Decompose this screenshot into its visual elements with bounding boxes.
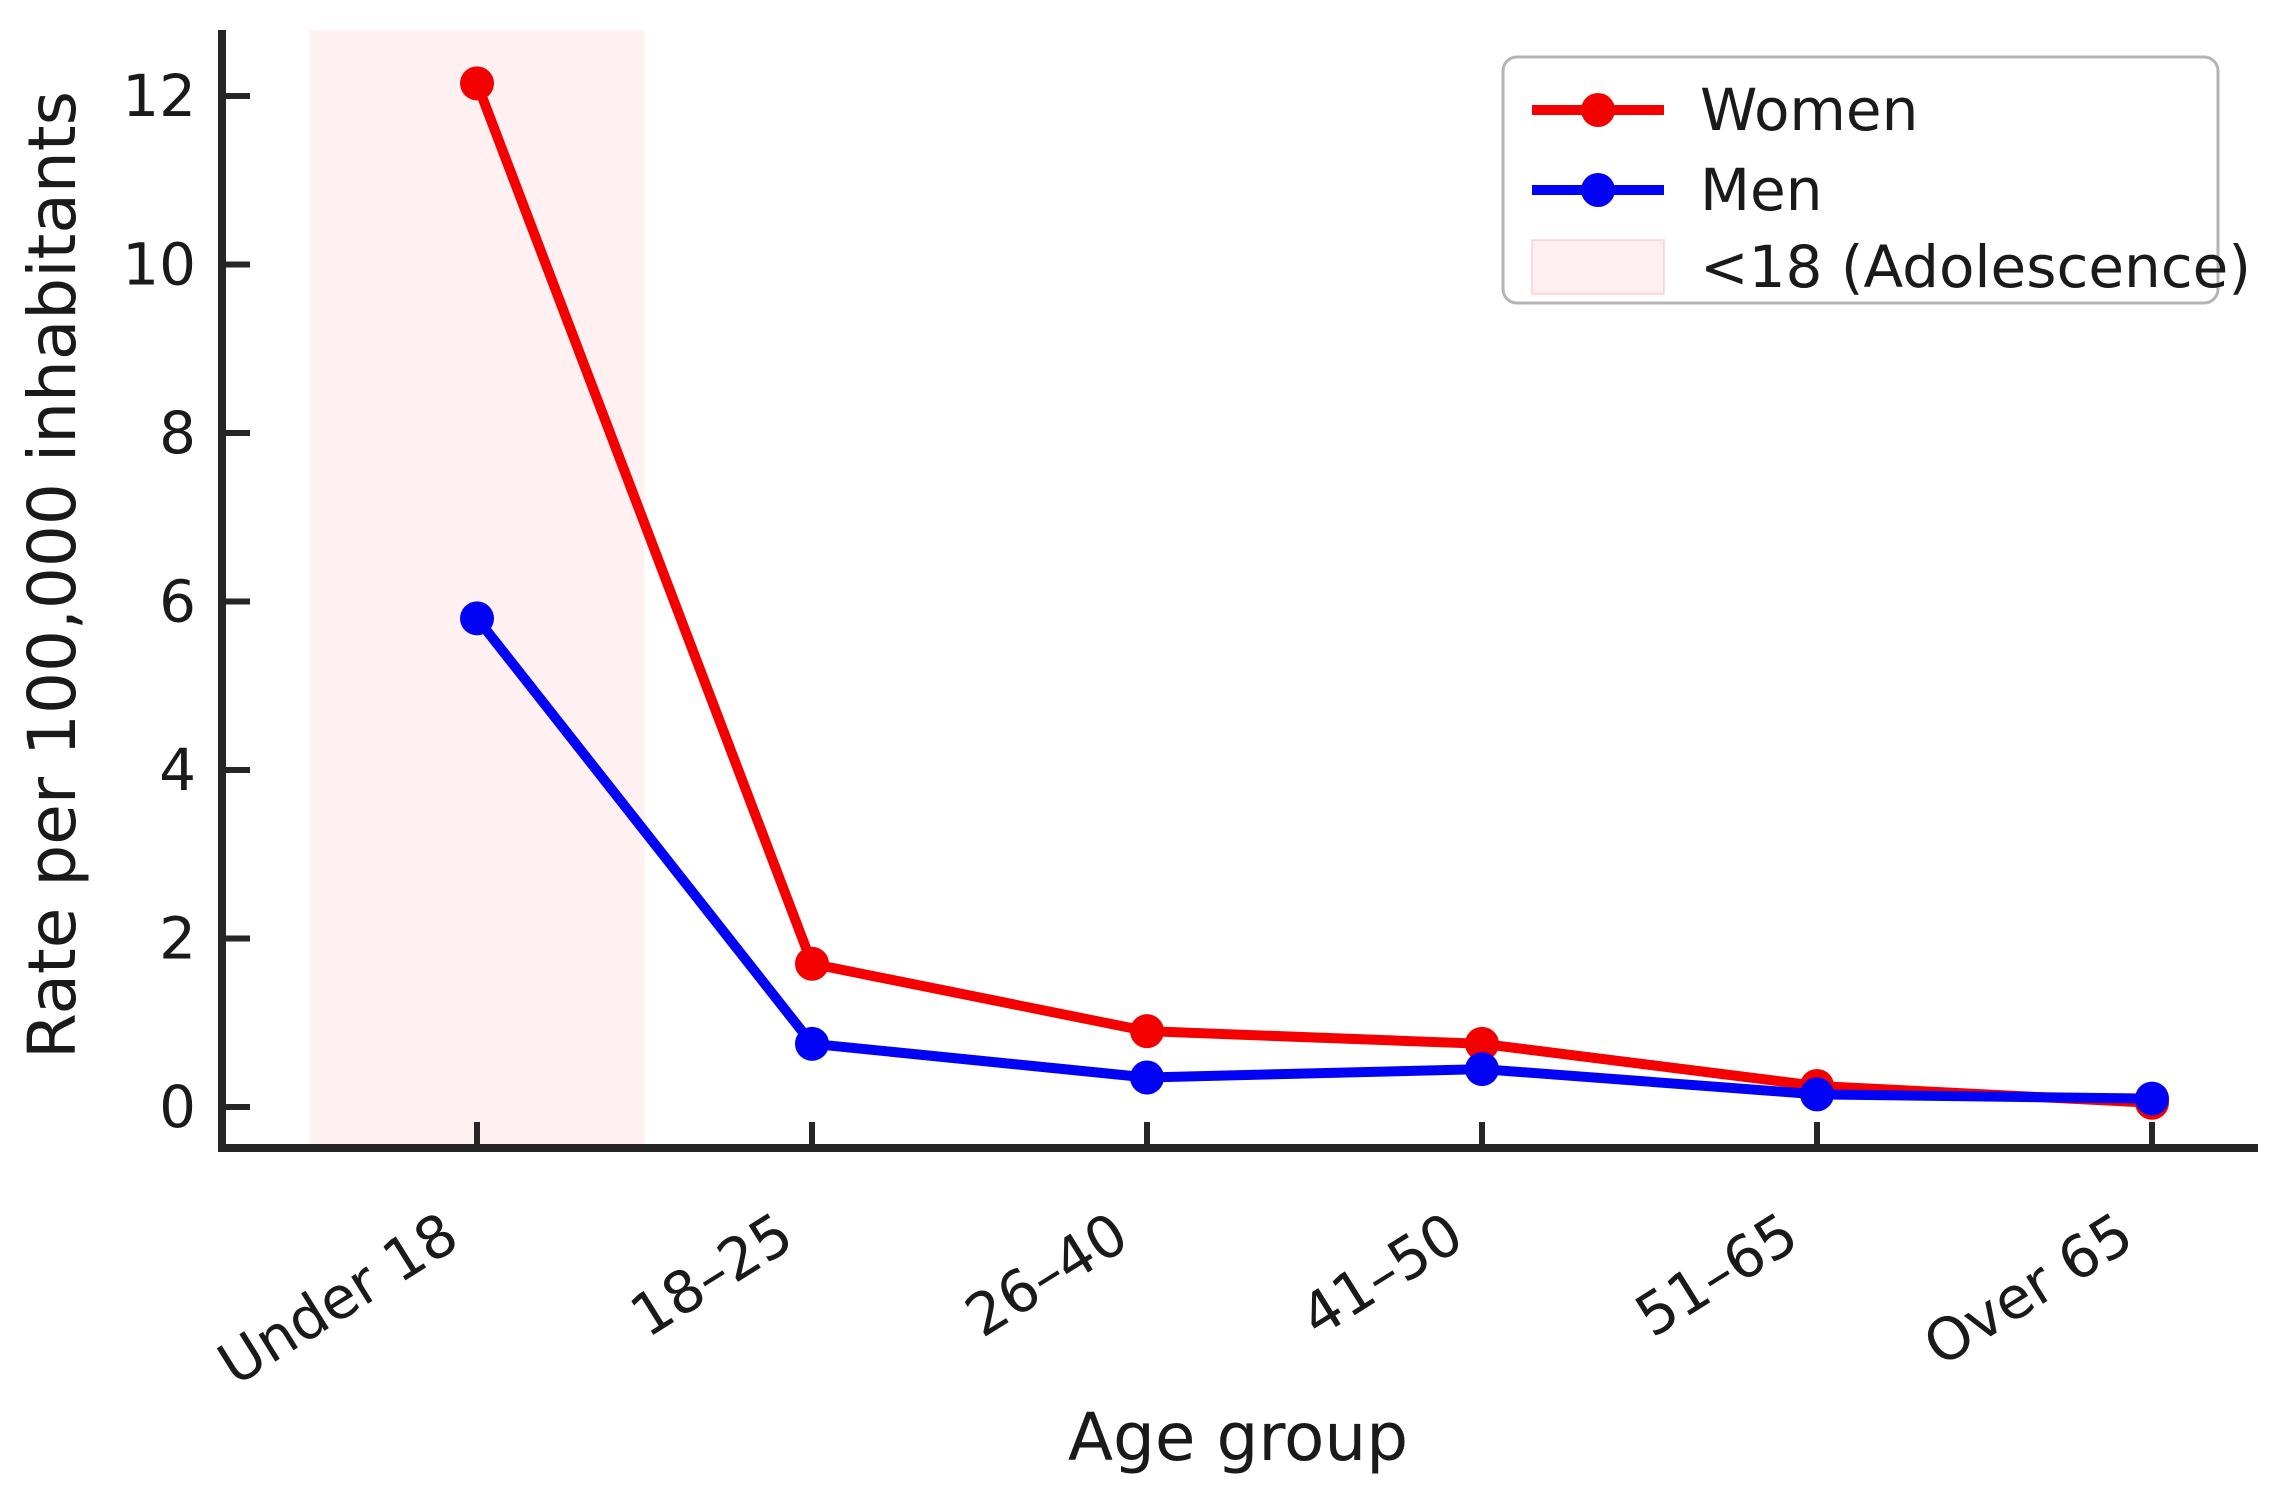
data-point-men xyxy=(1130,1060,1164,1095)
legend-entry-women: Women xyxy=(1532,76,1918,144)
y-tick-label: 12 xyxy=(122,62,196,130)
x-axis-label: Age group xyxy=(1068,1399,1408,1476)
adolescence-patch-icon xyxy=(1531,239,1665,295)
x-tick-label: Under 18 xyxy=(206,1199,469,1399)
x-axis-spine xyxy=(218,1144,2258,1152)
x-tick-label: 26–40 xyxy=(954,1199,1140,1350)
data-point-women xyxy=(1130,1014,1164,1049)
legend-frame xyxy=(1501,55,2220,305)
legend-entry-men: Men xyxy=(1532,156,1823,224)
y-tick-label: 4 xyxy=(159,736,196,804)
data-series xyxy=(460,66,2169,1120)
x-tick-label: 18–25 xyxy=(619,1199,805,1350)
legend-label-men: Men xyxy=(1700,156,1823,224)
legend-label-women: Women xyxy=(1700,76,1918,144)
x-tick-label: 51–65 xyxy=(1624,1199,1810,1350)
y-axis-spine xyxy=(218,30,226,1152)
series-line-men xyxy=(472,613,2157,1104)
y-tick-label: 0 xyxy=(159,1073,196,1141)
x-tick-label: Over 65 xyxy=(1912,1199,2145,1379)
x-tick-label: 41–50 xyxy=(1289,1199,1475,1350)
data-point-women xyxy=(1465,1026,1499,1061)
legend-label-adolescence: <18 (Adolescence) xyxy=(1700,233,2251,301)
legend-entry-adolescence: <18 (Adolescence) xyxy=(1531,233,2251,301)
y-tick-label: 8 xyxy=(159,399,196,467)
series-line-women xyxy=(472,78,2157,1108)
men-marker-icon xyxy=(1581,173,1615,207)
y-tick-label: 2 xyxy=(159,905,196,973)
adolescence-band xyxy=(309,30,645,1152)
data-point-women xyxy=(795,946,829,981)
data-point-men xyxy=(795,1026,829,1061)
y-tick-label: 10 xyxy=(122,231,196,299)
y-tick-label: 6 xyxy=(159,568,196,636)
women-marker-icon xyxy=(1581,93,1615,127)
legend: Women Men <18 (Adolescence) xyxy=(1501,55,2251,305)
y-axis-label: Rate per 100,000 inhabitants xyxy=(14,91,91,1059)
data-point-men xyxy=(1465,1052,1499,1087)
data-point-men xyxy=(1800,1077,1834,1112)
data-point-women xyxy=(460,66,494,101)
data-point-men xyxy=(460,601,494,636)
data-point-men xyxy=(2135,1081,2169,1116)
